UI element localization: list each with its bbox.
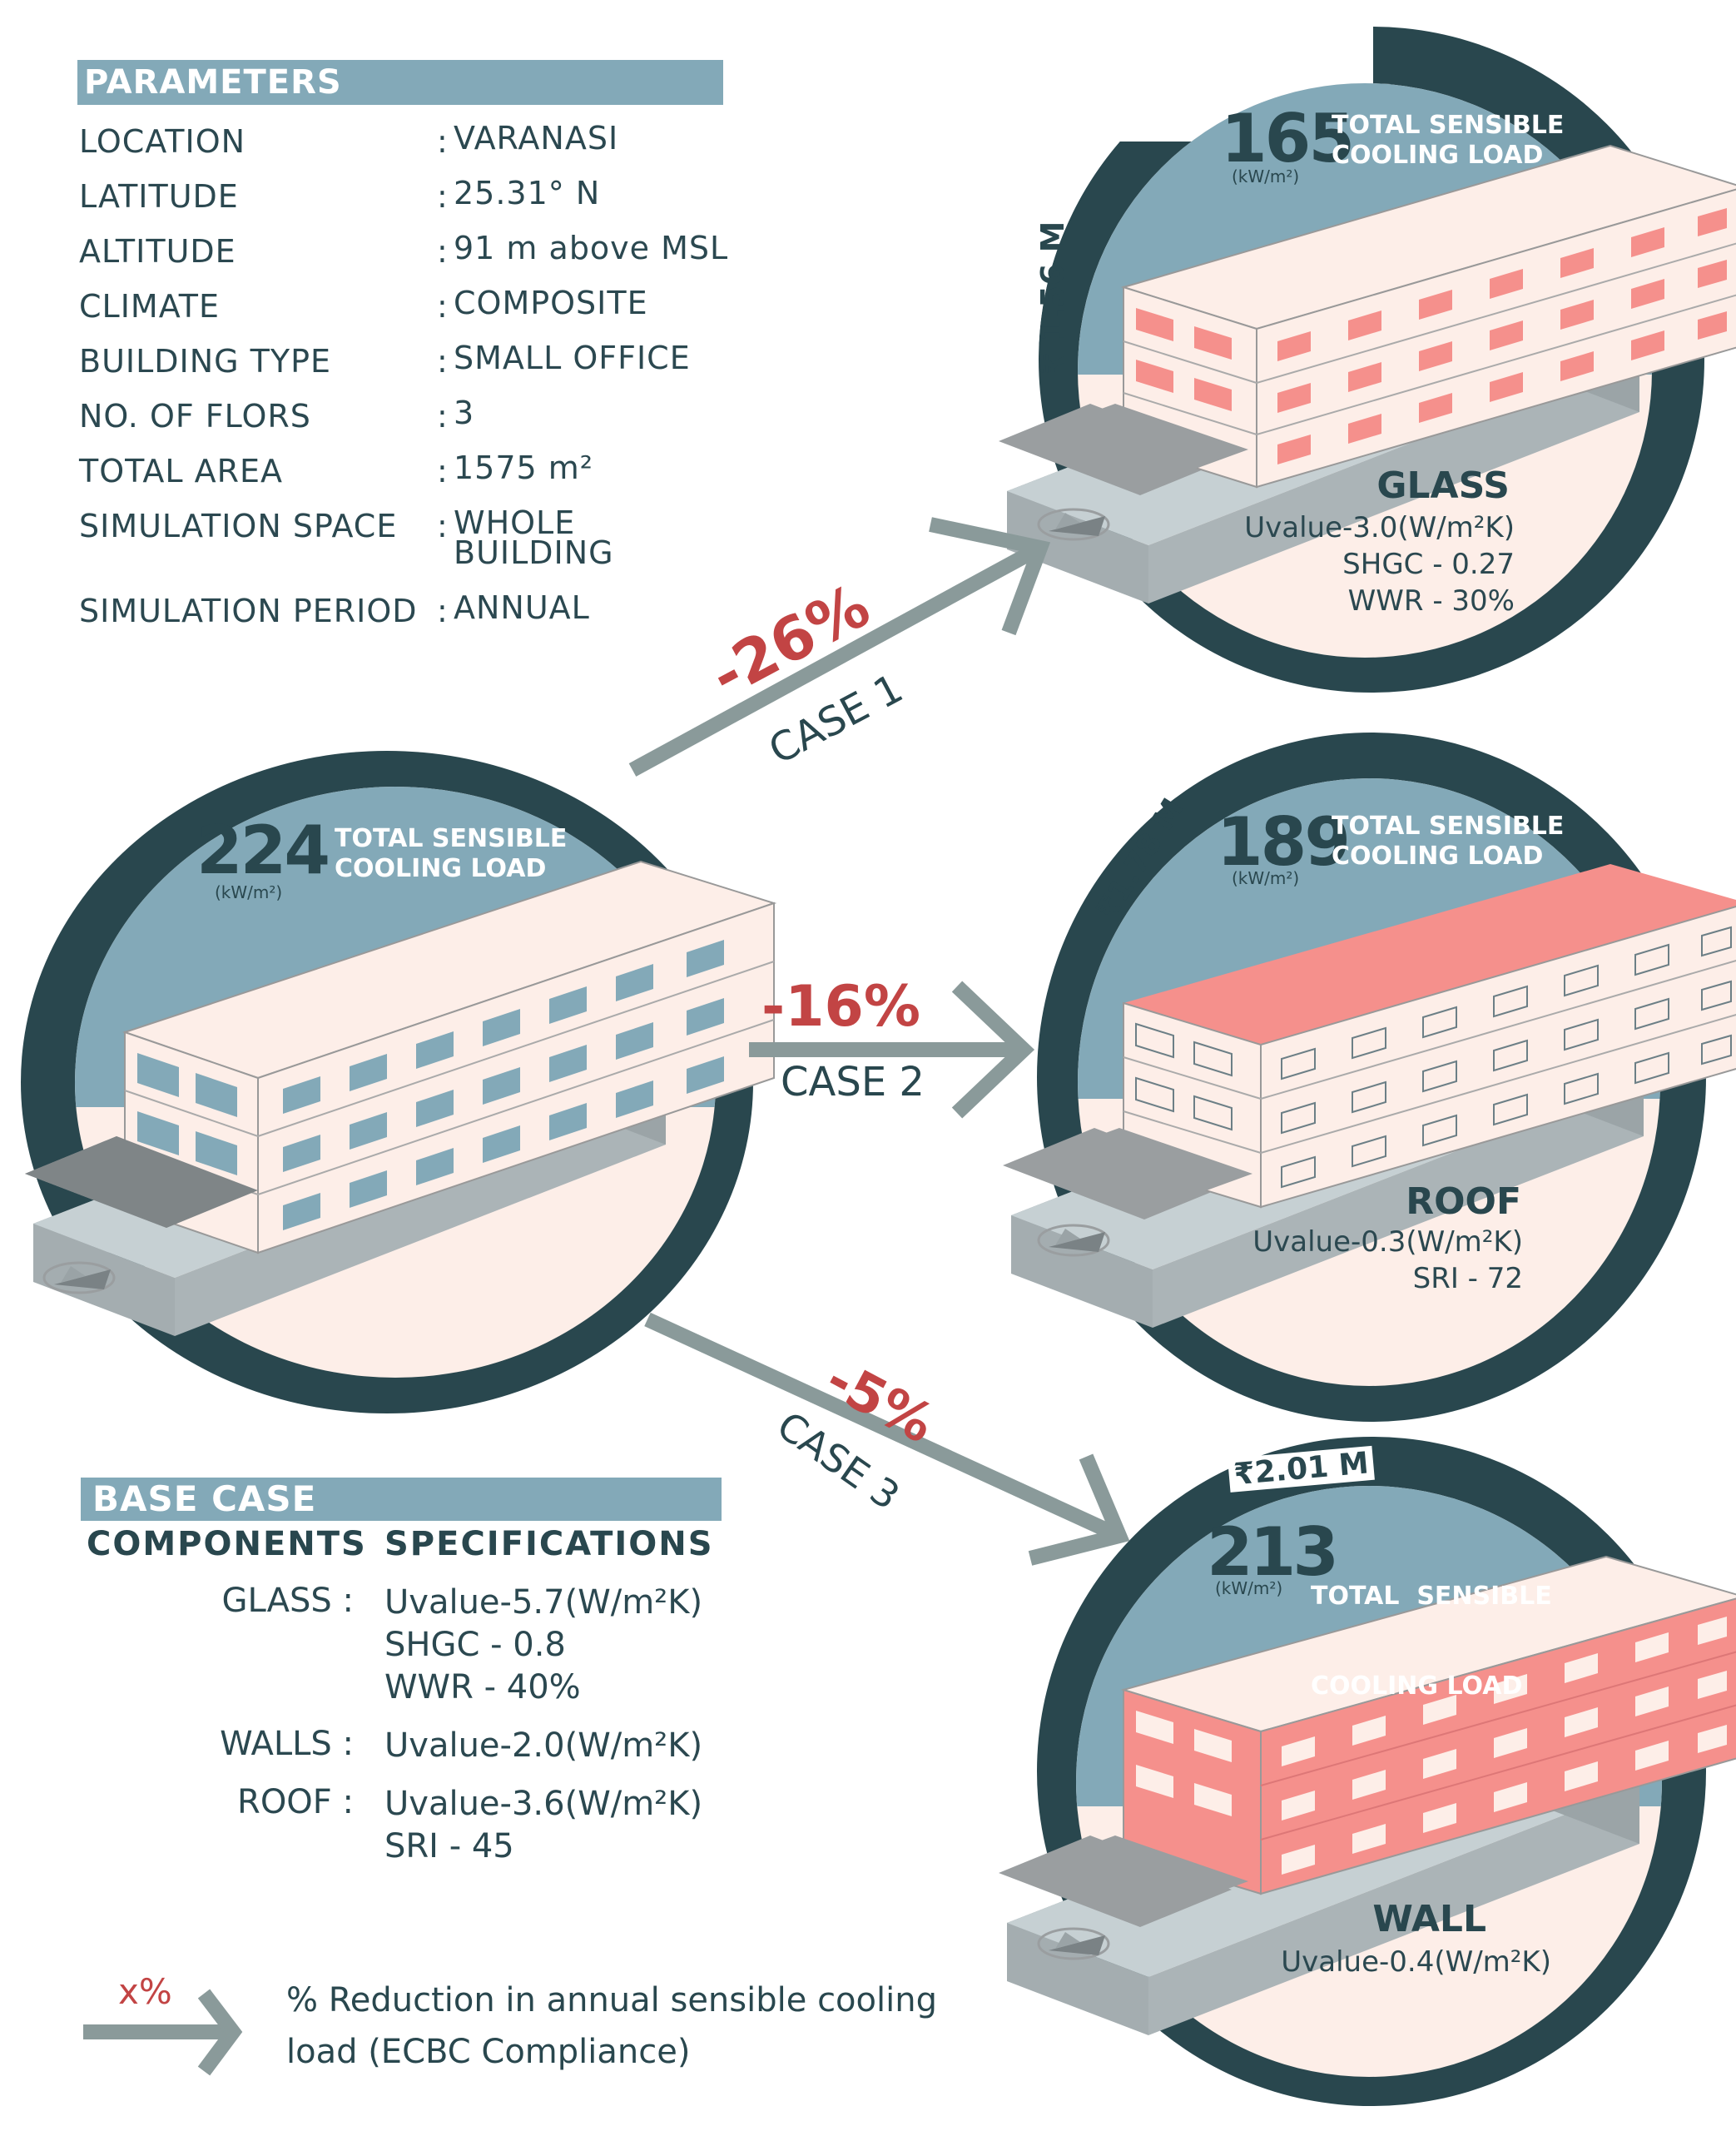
case3-specs: Uvalue-0.4(W/m²K) xyxy=(1281,1945,1551,1979)
case2-circle xyxy=(1003,716,1736,1422)
case1-load-label: TOTAL SENSIBLE COOLING LOAD xyxy=(1332,111,1565,170)
case3-load-label: TOTAL SENSIBLE COOLING LOAD xyxy=(1311,1582,1552,1701)
parameters-header: PARAMETERS xyxy=(77,60,723,105)
case3-arrow-shaft xyxy=(644,1312,1123,1543)
param-floors: NO. OF FLORS:3 xyxy=(79,395,475,435)
case1-specs: Uvalue-3.0(W/m²K) SHGC - 0.27 WWR - 30% xyxy=(1244,511,1515,618)
case3-load-unit: (kW/m²) xyxy=(1215,1578,1283,1598)
param-latitude: LATITUDE:25.31° N xyxy=(79,175,601,215)
case2-building-illustration xyxy=(1003,864,1736,1328)
case2-arrow-head xyxy=(951,981,1035,1119)
case2-label: CASE 2 xyxy=(781,1059,925,1105)
param-climate: CLIMATE: COMPOSITE xyxy=(79,285,648,325)
case1-circle xyxy=(999,17,1736,693)
case2-load-label: TOTAL SENSIBLE COOLING LOAD xyxy=(1332,812,1565,871)
param-altitude: ALTITUDE:91 m above MSL xyxy=(79,230,729,270)
case3-building-illustration xyxy=(999,1555,1736,2035)
legend-symbol: x% xyxy=(118,1971,172,2012)
case2-load-unit: (kW/m²) xyxy=(1232,868,1300,888)
legend-text: % Reduction in annual sensible cooling l… xyxy=(286,1981,937,2071)
case3-circle xyxy=(999,1437,1736,2106)
param-building-type: BUILDING TYPE: SMALL OFFICE xyxy=(79,340,691,380)
case2-reduction: -16% xyxy=(761,974,920,1040)
base-load-value: 224 xyxy=(196,812,330,889)
case1-arrow-shaft xyxy=(628,541,1044,777)
case3-load-value: 213 xyxy=(1207,1513,1339,1591)
param-simulation-space: SIMULATION SPACE: WHOLE BUILDING xyxy=(79,504,614,571)
case1-building-illustration xyxy=(999,144,1736,604)
case1-component: GLASS xyxy=(1376,464,1510,507)
case3-component: WALL xyxy=(1372,1898,1486,1940)
base-load-unit: (kW/m²) xyxy=(215,882,283,902)
case1-load-value: 165 xyxy=(1221,100,1355,177)
param-total-area: TOTAL AREA:1575 m² xyxy=(79,450,594,489)
base-case-circle xyxy=(21,751,777,1413)
case3-arrow-head xyxy=(1028,1453,1130,1566)
case1-arrow-head xyxy=(929,517,1051,636)
case2-component: ROOF xyxy=(1406,1180,1521,1223)
param-location: LOCATION: VARANASI xyxy=(79,120,619,160)
case1-cost-label: ₹ 1.56 M xyxy=(1034,221,1071,375)
base-case-header: BASE CASE xyxy=(81,1478,722,1521)
col-header-components: COMPONENTS xyxy=(87,1525,367,1563)
arrows xyxy=(83,517,1130,2076)
case1-load-unit: (kW/m²) xyxy=(1232,166,1300,186)
legend-arrow-head xyxy=(197,1989,243,2076)
case2-load-value: 189 xyxy=(1217,803,1351,881)
col-header-specifications: SPECIFICATIONS xyxy=(384,1525,714,1563)
case2-specs: Uvalue-0.3(W/m²K) SRI - 72 xyxy=(1252,1225,1523,1295)
base-building-illustration xyxy=(25,860,777,1336)
base-load-label: TOTAL SENSIBLE COOLING LOAD xyxy=(335,824,568,883)
param-simulation-period: SIMULATION PERIOD: ANNUAL xyxy=(79,589,590,629)
